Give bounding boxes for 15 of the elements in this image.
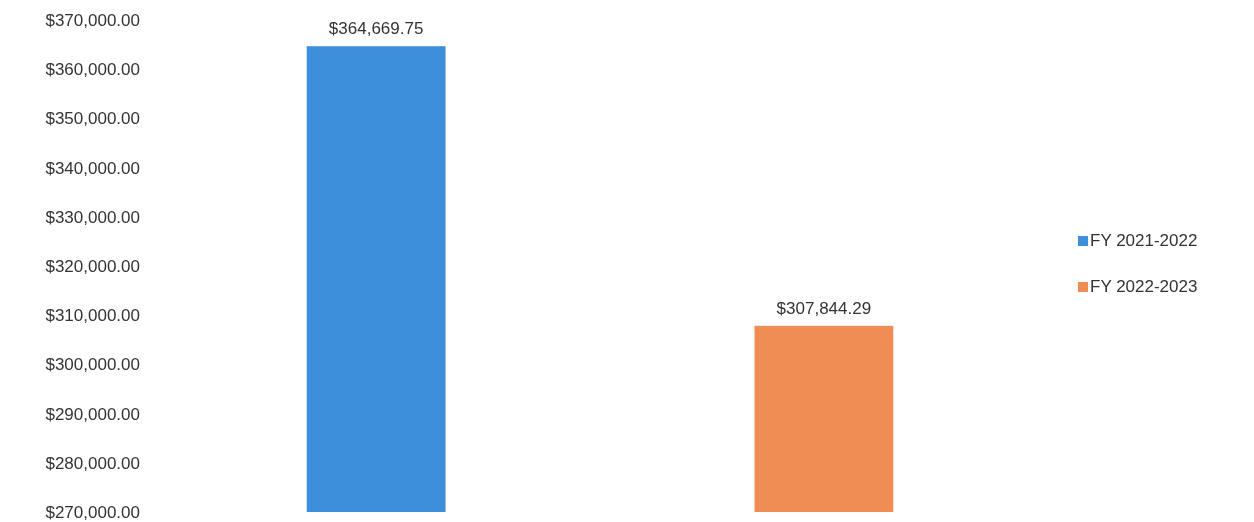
- y-tick-label: $270,000.00: [45, 502, 140, 522]
- y-tick-label: $370,000.00: [45, 10, 140, 30]
- legend-label: FY 2022-2023: [1090, 277, 1198, 296]
- y-tick-label: $340,000.00: [45, 158, 140, 178]
- y-tick-label: $290,000.00: [45, 404, 140, 424]
- y-tick-label: $280,000.00: [45, 453, 140, 473]
- y-tick-label: $350,000.00: [45, 109, 140, 129]
- data-label: $307,844.29: [776, 298, 872, 318]
- legend-label: FY 2021-2022: [1090, 231, 1198, 250]
- data-label: $364,669.75: [328, 19, 424, 39]
- y-tick-label: $360,000.00: [45, 60, 140, 80]
- y-tick-label: $330,000.00: [45, 207, 140, 227]
- y-tick-label: $320,000.00: [45, 256, 140, 276]
- y-tick-label: $310,000.00: [45, 306, 140, 326]
- y-tick-label: $300,000.00: [45, 355, 140, 375]
